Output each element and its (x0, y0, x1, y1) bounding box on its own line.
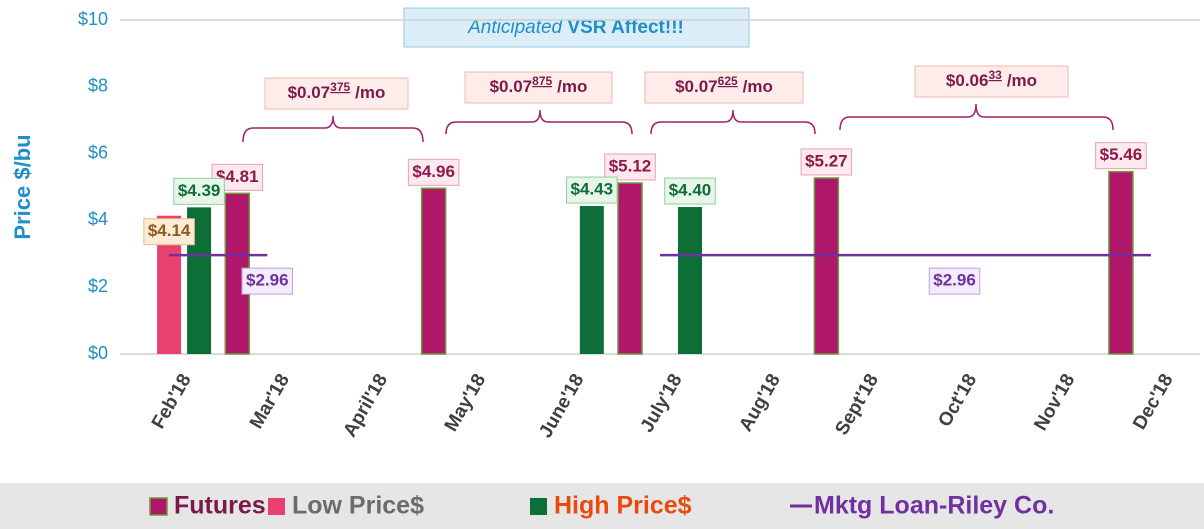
legend-label: Low Price$ (292, 492, 424, 520)
legend-swatch (149, 497, 168, 516)
value-label: $2.96 (246, 271, 289, 290)
annotation-text: $0.07 (490, 77, 533, 96)
annotation-strong: VSR Affect!!! (567, 17, 683, 38)
value-label: $5.27 (805, 151, 848, 170)
value-label: $5.12 (609, 156, 652, 175)
bracket (445, 109, 633, 135)
annotation-sup: 375 (330, 80, 350, 94)
value-label: $4.96 (412, 162, 455, 181)
x-tick-label: June'18 (535, 371, 588, 442)
x-tick-label: Aug'18 (735, 371, 784, 436)
y-tick-label: $10 (78, 9, 108, 29)
y-tick-label: $8 (88, 76, 108, 96)
annotation-box (264, 77, 409, 110)
value-label-box (407, 158, 460, 186)
x-tick-label: Dec'18 (1129, 371, 1177, 434)
annotation-text: $0.07 (288, 83, 331, 102)
bar (678, 207, 702, 354)
annotation-box (644, 71, 804, 104)
annotation: $0.07625/mo (675, 74, 773, 96)
annotation: $0.07875/mo (490, 74, 588, 96)
annotation-box (464, 71, 613, 104)
bar (579, 206, 604, 354)
legend-label: Mktg Loan-Riley Co. (814, 492, 1054, 520)
legend-swatch (530, 498, 547, 515)
legend-background (0, 483, 1204, 529)
bar (420, 187, 447, 355)
y-axis-title: Price $/bu (10, 134, 35, 239)
annotation-sup: 625 (718, 74, 738, 88)
x-tick-label: Sept'18 (831, 371, 883, 439)
annotation: $0.0633/mo (946, 68, 1037, 90)
annotation-text: $0.06 (946, 71, 989, 90)
annotation-text: $0.07 (675, 77, 718, 96)
value-label: $4.81 (216, 167, 259, 186)
x-tick-label: Oct'18 (934, 371, 981, 431)
x-tick-label: Nov'18 (1030, 371, 1079, 435)
annotation-sup: 33 (988, 68, 1002, 82)
annotation: $0.07375/mo (288, 80, 386, 102)
value-label: $4.40 (669, 181, 712, 200)
annotation-sup: 875 (532, 74, 552, 88)
bar (617, 182, 643, 355)
value-label: $2.96 (933, 271, 976, 290)
bracket (839, 103, 1114, 131)
value-label-box (928, 267, 981, 295)
y-tick-label: $0 (88, 343, 108, 363)
value-label-box (604, 153, 656, 181)
value-label: $4.39 (178, 181, 221, 200)
annotation-unit: /mo (355, 83, 385, 102)
value-label-box (1095, 142, 1147, 170)
y-tick-label: $2 (88, 276, 108, 296)
value-label-box (800, 148, 853, 176)
value-label-box (664, 177, 716, 205)
annotation: Anticipated VSR Affect!!! (467, 17, 684, 38)
legend-label: High Price$ (554, 492, 692, 520)
x-tick-label: July'18 (637, 371, 687, 437)
y-tick-label: $6 (88, 142, 108, 162)
y-tick-label: $4 (88, 209, 108, 229)
annotation-box (403, 7, 750, 48)
value-label: $5.46 (1100, 145, 1143, 164)
bracket (242, 115, 424, 143)
bar (813, 177, 840, 355)
x-tick-label: Feb'18 (148, 371, 196, 433)
annotation-unit: /mo (743, 77, 773, 96)
bracket (650, 109, 816, 135)
value-label: $4.43 (571, 180, 614, 199)
annotation-box (914, 65, 1069, 98)
legend-label: Futures (174, 492, 266, 520)
bar (1108, 170, 1134, 355)
brackets (242, 103, 1114, 143)
legend-swatch (268, 498, 285, 515)
value-label-box (173, 177, 225, 205)
x-tick-label: Mar'18 (246, 371, 294, 433)
value-label: $4.14 (148, 221, 191, 240)
value-label-box (143, 218, 195, 246)
value-label-box (241, 267, 294, 295)
annotation-text: Anticipated (467, 17, 563, 38)
value-label-box (566, 176, 618, 204)
annotation-unit: /mo (1007, 71, 1037, 90)
annotation-unit: /mo (557, 77, 587, 96)
x-tick-label: April'18 (339, 371, 392, 441)
x-tick-label: May'18 (441, 371, 490, 436)
